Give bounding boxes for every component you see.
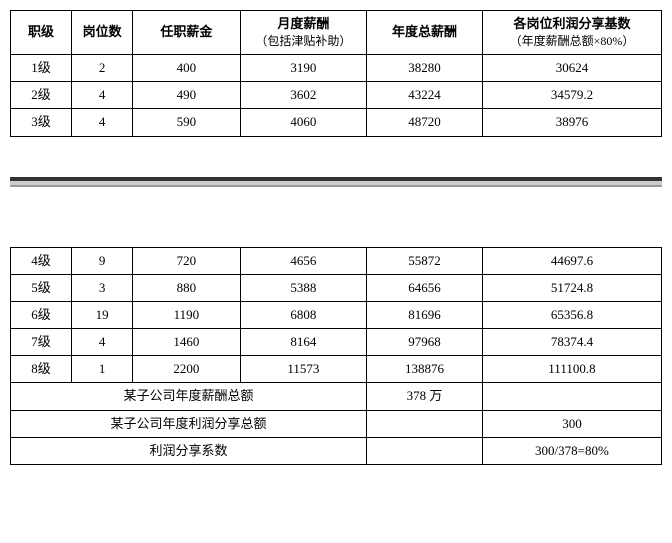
col4-sub: （包括津贴补助） bbox=[243, 33, 364, 50]
cell: 43224 bbox=[367, 82, 483, 109]
summary-row: 某子公司年度薪酬总额 378 万 bbox=[11, 383, 662, 410]
summary-row: 利润分享系数 300/378=80% bbox=[11, 437, 662, 464]
cell: 5级 bbox=[11, 274, 72, 301]
cell: 4 bbox=[72, 109, 133, 136]
table-row: 7级 4 1460 8164 97968 78374.4 bbox=[11, 329, 662, 356]
col4-main: 月度薪酬 bbox=[277, 16, 329, 31]
cell: 44697.6 bbox=[482, 247, 661, 274]
col-header-base: 任职薪金 bbox=[133, 11, 240, 55]
table-row: 6级 19 1190 6808 81696 65356.8 bbox=[11, 301, 662, 328]
cell: 78374.4 bbox=[482, 329, 661, 356]
cell: 48720 bbox=[367, 109, 483, 136]
cell: 9 bbox=[72, 247, 133, 274]
summary-value: 378 万 bbox=[367, 383, 483, 410]
summary-value bbox=[482, 383, 661, 410]
cell: 5388 bbox=[240, 274, 366, 301]
salary-table-bottom: 4级 9 720 4656 55872 44697.6 5级 3 880 538… bbox=[10, 247, 662, 466]
cell: 38976 bbox=[482, 109, 661, 136]
summary-row: 某子公司年度利润分享总额 300 bbox=[11, 410, 662, 437]
table-row: 2级 4 490 3602 43224 34579.2 bbox=[11, 82, 662, 109]
cell: 1级 bbox=[11, 54, 72, 81]
cell: 97968 bbox=[367, 329, 483, 356]
cell: 19 bbox=[72, 301, 133, 328]
col6-main: 各岗位利润分享基数 bbox=[513, 16, 630, 31]
cell: 4 bbox=[72, 329, 133, 356]
col-header-annual: 年度总薪酬 bbox=[367, 11, 483, 55]
table-header-row: 职级 岗位数 任职薪金 月度薪酬 （包括津贴补助） 年度总薪酬 各岗位利润分享基… bbox=[11, 11, 662, 55]
cell: 55872 bbox=[367, 247, 483, 274]
summary-label: 某子公司年度利润分享总额 bbox=[11, 410, 367, 437]
cell: 490 bbox=[133, 82, 240, 109]
cell: 2 bbox=[72, 54, 133, 81]
cell: 2级 bbox=[11, 82, 72, 109]
summary-value bbox=[367, 410, 483, 437]
cell: 1460 bbox=[133, 329, 240, 356]
cell: 3190 bbox=[240, 54, 366, 81]
cell: 4060 bbox=[240, 109, 366, 136]
col-header-profit-base: 各岗位利润分享基数 （年度薪酬总额×80%） bbox=[482, 11, 661, 55]
cell: 4656 bbox=[240, 247, 366, 274]
salary-table-top: 职级 岗位数 任职薪金 月度薪酬 （包括津贴补助） 年度总薪酬 各岗位利润分享基… bbox=[10, 10, 662, 137]
summary-label: 利润分享系数 bbox=[11, 437, 367, 464]
cell: 30624 bbox=[482, 54, 661, 81]
cell: 3 bbox=[72, 274, 133, 301]
cell: 51724.8 bbox=[482, 274, 661, 301]
summary-value: 300 bbox=[482, 410, 661, 437]
cell: 3602 bbox=[240, 82, 366, 109]
cell: 7级 bbox=[11, 329, 72, 356]
table-row: 8级 1 2200 11573 138876 111100.8 bbox=[11, 356, 662, 383]
cell: 111100.8 bbox=[482, 356, 661, 383]
col-header-count: 岗位数 bbox=[72, 11, 133, 55]
cell: 590 bbox=[133, 109, 240, 136]
table-row: 1级 2 400 3190 38280 30624 bbox=[11, 54, 662, 81]
summary-value bbox=[367, 437, 483, 464]
cell: 8级 bbox=[11, 356, 72, 383]
cell: 11573 bbox=[240, 356, 366, 383]
cell: 4级 bbox=[11, 247, 72, 274]
cell: 1190 bbox=[133, 301, 240, 328]
cell: 1 bbox=[72, 356, 133, 383]
section-divider bbox=[10, 177, 662, 187]
cell: 34579.2 bbox=[482, 82, 661, 109]
cell: 8164 bbox=[240, 329, 366, 356]
cell: 65356.8 bbox=[482, 301, 661, 328]
cell: 4 bbox=[72, 82, 133, 109]
col-header-monthly: 月度薪酬 （包括津贴补助） bbox=[240, 11, 366, 55]
cell: 138876 bbox=[367, 356, 483, 383]
cell: 81696 bbox=[367, 301, 483, 328]
cell: 400 bbox=[133, 54, 240, 81]
table-row: 4级 9 720 4656 55872 44697.6 bbox=[11, 247, 662, 274]
col-header-level: 职级 bbox=[11, 11, 72, 55]
cell: 6级 bbox=[11, 301, 72, 328]
cell: 64656 bbox=[367, 274, 483, 301]
cell: 38280 bbox=[367, 54, 483, 81]
cell: 6808 bbox=[240, 301, 366, 328]
table-row: 5级 3 880 5388 64656 51724.8 bbox=[11, 274, 662, 301]
cell: 720 bbox=[133, 247, 240, 274]
table-row: 3级 4 590 4060 48720 38976 bbox=[11, 109, 662, 136]
cell: 880 bbox=[133, 274, 240, 301]
cell: 2200 bbox=[133, 356, 240, 383]
summary-value: 300/378=80% bbox=[482, 437, 661, 464]
cell: 3级 bbox=[11, 109, 72, 136]
col6-sub: （年度薪酬总额×80%） bbox=[485, 33, 659, 50]
summary-label: 某子公司年度薪酬总额 bbox=[11, 383, 367, 410]
